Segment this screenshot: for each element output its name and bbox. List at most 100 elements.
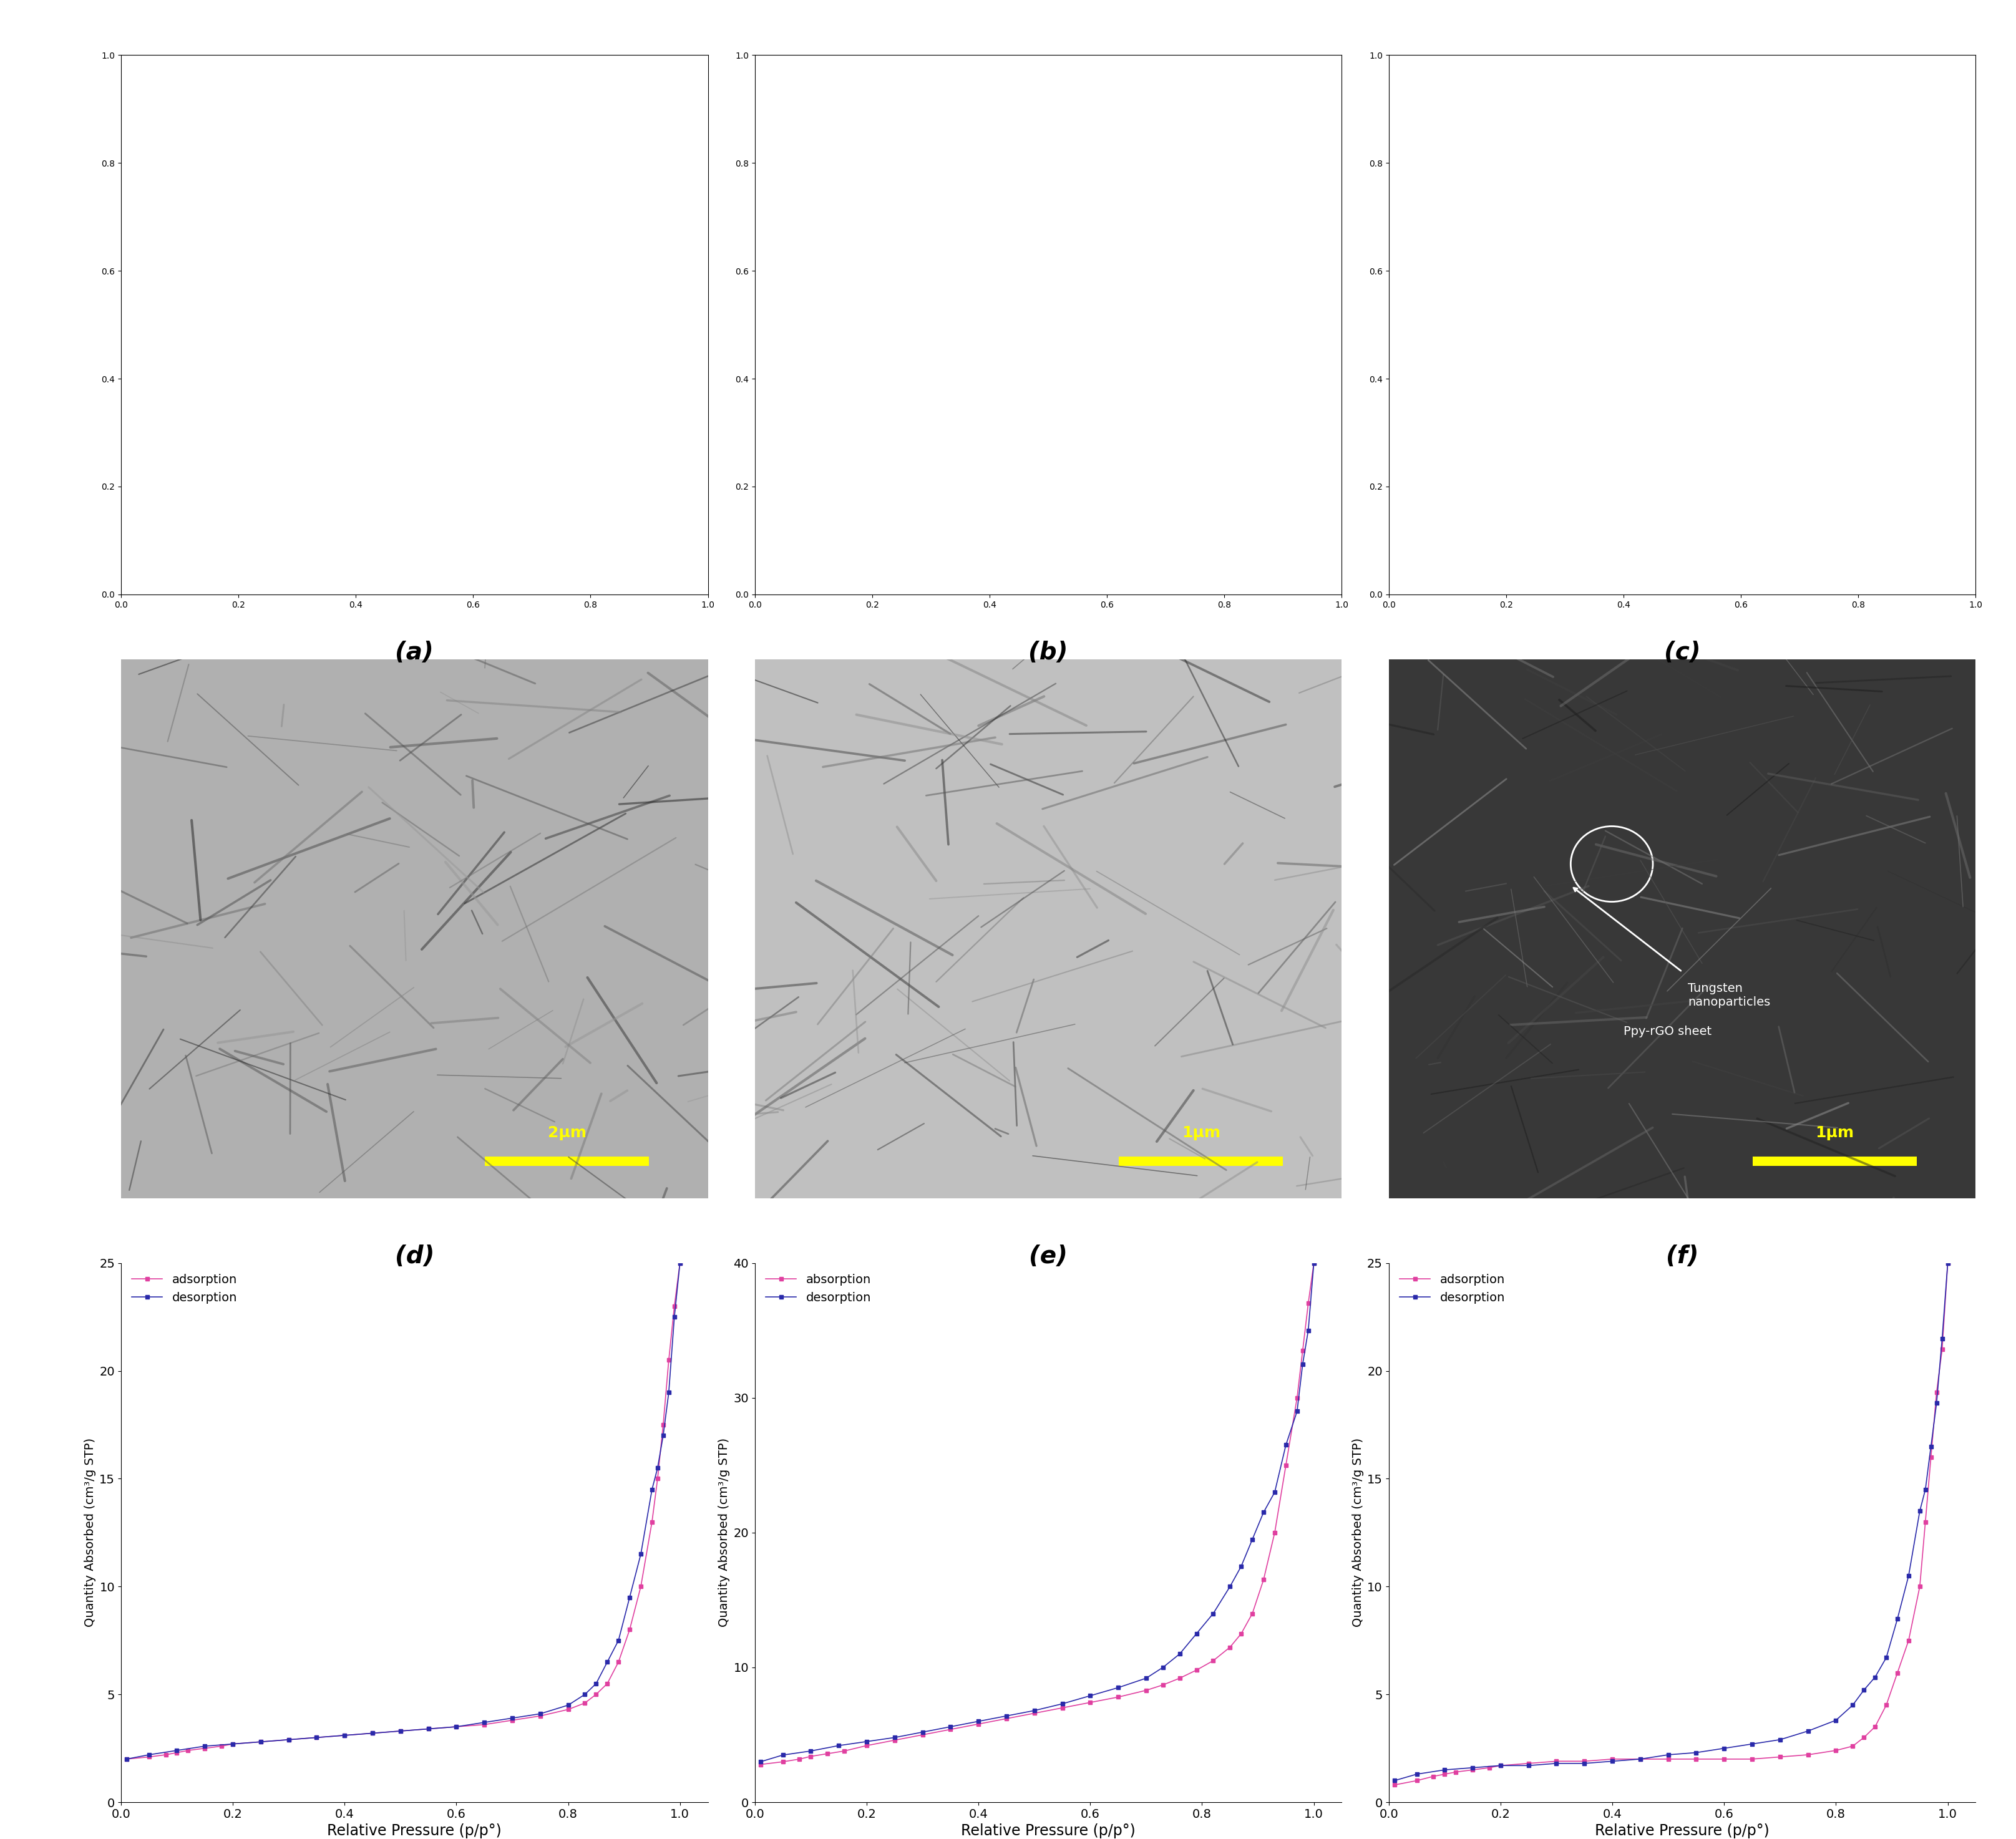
Legend: adsorption, desorption: adsorption, desorption xyxy=(127,1269,242,1309)
adsorption xyxy=(1913,1512,1937,1534)
desorption xyxy=(472,1712,496,1734)
absorption xyxy=(1262,1521,1286,1543)
adsorption xyxy=(153,1743,177,1765)
absorption xyxy=(1284,1387,1308,1409)
desorption xyxy=(1853,1679,1877,1701)
Text: (b): (b) xyxy=(1028,640,1068,664)
Line: desorption: desorption xyxy=(1393,1262,1949,1782)
adsorption xyxy=(1841,1736,1865,1758)
adsorption xyxy=(1443,1762,1468,1784)
desorption xyxy=(165,1740,190,1762)
absorption xyxy=(1302,1252,1327,1274)
FancyBboxPatch shape xyxy=(1752,1157,1917,1166)
absorption xyxy=(1252,1569,1276,1591)
desorption xyxy=(500,1707,524,1729)
adsorption xyxy=(210,1736,234,1758)
Text: 5μm: 5μm xyxy=(1816,520,1855,537)
adsorption xyxy=(663,1295,687,1317)
desorption xyxy=(1151,1657,1175,1679)
absorption xyxy=(1230,1622,1254,1644)
desorption xyxy=(220,1732,244,1754)
Y-axis label: Quantity Absorbed (cm³/g STP): Quantity Absorbed (cm³/g STP) xyxy=(718,1438,730,1628)
absorption xyxy=(1296,1293,1320,1315)
absorption xyxy=(1151,1673,1175,1696)
FancyBboxPatch shape xyxy=(1119,552,1282,563)
Line: desorption: desorption xyxy=(125,1262,681,1760)
desorption xyxy=(276,1729,300,1751)
desorption xyxy=(1167,1642,1191,1664)
Text: (f): (f) xyxy=(1665,1245,1699,1267)
Text: 500nm: 500nm xyxy=(1171,520,1232,537)
adsorption xyxy=(1897,1629,1921,1651)
Line: absorption: absorption xyxy=(758,1262,1316,1765)
adsorption xyxy=(629,1576,653,1598)
desorption xyxy=(1230,1556,1254,1578)
desorption xyxy=(639,1479,663,1501)
absorption xyxy=(1050,1697,1075,1719)
desorption xyxy=(1135,1668,1159,1690)
absorption xyxy=(1167,1668,1191,1690)
adsorption xyxy=(556,1699,581,1721)
desorption xyxy=(1383,1769,1407,1791)
desorption xyxy=(883,1727,907,1749)
adsorption xyxy=(528,1705,552,1727)
desorption xyxy=(1460,1756,1484,1778)
desorption xyxy=(645,1456,669,1479)
adsorption xyxy=(1544,1751,1568,1773)
absorption xyxy=(937,1718,962,1740)
desorption xyxy=(1050,1692,1075,1714)
absorption xyxy=(911,1723,935,1745)
desorption xyxy=(1079,1685,1103,1707)
desorption xyxy=(248,1730,272,1753)
desorption xyxy=(444,1716,468,1738)
desorption xyxy=(629,1543,653,1565)
adsorption xyxy=(1433,1764,1458,1786)
desorption xyxy=(1274,1434,1298,1456)
desorption xyxy=(1544,1753,1568,1775)
desorption xyxy=(1655,1743,1679,1765)
X-axis label: Relative Pressure (p/p°): Relative Pressure (p/p°) xyxy=(962,1824,1135,1839)
Text: 1μm: 1μm xyxy=(1181,1125,1220,1140)
adsorption xyxy=(472,1714,496,1736)
X-axis label: Relative Pressure (p/p°): Relative Pressure (p/p°) xyxy=(327,1824,502,1839)
desorption xyxy=(1572,1753,1597,1775)
desorption xyxy=(1107,1677,1131,1699)
desorption xyxy=(1629,1749,1653,1771)
desorption xyxy=(194,1736,218,1758)
absorption xyxy=(1218,1637,1242,1659)
desorption xyxy=(137,1743,161,1765)
desorption xyxy=(1488,1754,1512,1776)
desorption xyxy=(1284,1399,1308,1422)
desorption xyxy=(1290,1354,1314,1376)
desorption xyxy=(573,1683,597,1705)
Text: (d): (d) xyxy=(395,1245,433,1267)
absorption xyxy=(833,1740,857,1762)
desorption xyxy=(1022,1699,1046,1721)
adsorption xyxy=(1919,1445,1943,1468)
adsorption xyxy=(1929,1339,1954,1361)
adsorption xyxy=(607,1651,631,1673)
desorption xyxy=(663,1306,687,1328)
Text: 2μm: 2μm xyxy=(548,1125,587,1140)
desorption xyxy=(798,1740,823,1762)
desorption xyxy=(1183,1622,1208,1644)
absorption xyxy=(788,1749,812,1771)
absorption xyxy=(770,1751,794,1773)
Text: Tungsten
nanoparticles: Tungsten nanoparticles xyxy=(1687,982,1770,1008)
absorption xyxy=(1079,1692,1103,1714)
adsorption xyxy=(361,1721,385,1743)
absorption xyxy=(798,1745,823,1767)
desorption xyxy=(1516,1754,1540,1776)
Legend: absorption, desorption: absorption, desorption xyxy=(760,1269,875,1309)
adsorption xyxy=(1516,1753,1540,1775)
absorption xyxy=(1202,1650,1226,1672)
adsorption xyxy=(1907,1576,1931,1598)
desorption xyxy=(417,1718,442,1740)
desorption xyxy=(1907,1501,1931,1523)
adsorption xyxy=(1488,1754,1512,1776)
absorption xyxy=(1290,1339,1314,1361)
desorption xyxy=(1863,1666,1887,1688)
desorption xyxy=(617,1587,641,1609)
desorption xyxy=(1913,1479,1937,1501)
desorption xyxy=(528,1703,552,1725)
